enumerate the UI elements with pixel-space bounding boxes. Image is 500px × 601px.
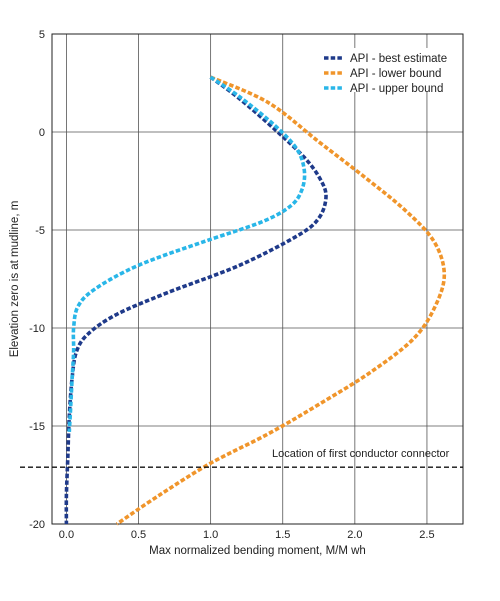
legend-entry: API - upper bound: [350, 83, 443, 95]
x-tick-label: 2.0: [347, 529, 362, 541]
x-tick-label: 0.5: [131, 529, 146, 541]
legend-entry: API - lower bound: [350, 68, 441, 80]
annotations: Location of first conductor connector: [20, 448, 463, 468]
plot-frame: [51, 33, 464, 525]
conductor-connector-label: Location of first conductor connector: [272, 448, 450, 460]
x-tick-label: 1.0: [203, 529, 218, 541]
y-tick-label: -10: [29, 323, 45, 335]
y-tick-label: 5: [39, 29, 45, 41]
y-tick-label: 0: [39, 127, 45, 139]
y-tick-label: -5: [35, 225, 45, 237]
y-axis-label: Elevation zero is at mudline, m: [9, 201, 21, 358]
tick-labels: 0.0 0.5 1.0 1.5 2.0 2.5 5 0 -5 -10 -15 -20: [29, 29, 435, 541]
legend-background: [318, 48, 452, 92]
x-axis-label: Max normalized bending moment, M/M wh: [149, 545, 366, 557]
series-upper-bound: [67, 75, 307, 432]
x-tick-label: 0.0: [59, 529, 74, 541]
x-tick-label: 1.5: [275, 529, 290, 541]
y-tick-label: -15: [29, 421, 45, 433]
legend-entry: API - best estimate: [350, 53, 447, 65]
series-group: [64, 75, 447, 526]
series-lower-bound: [115, 75, 447, 526]
x-tick-label: 2.5: [419, 529, 434, 541]
legend: API - best estimate API - lower bound API …: [318, 48, 452, 95]
y-tick-label: -20: [29, 519, 45, 531]
